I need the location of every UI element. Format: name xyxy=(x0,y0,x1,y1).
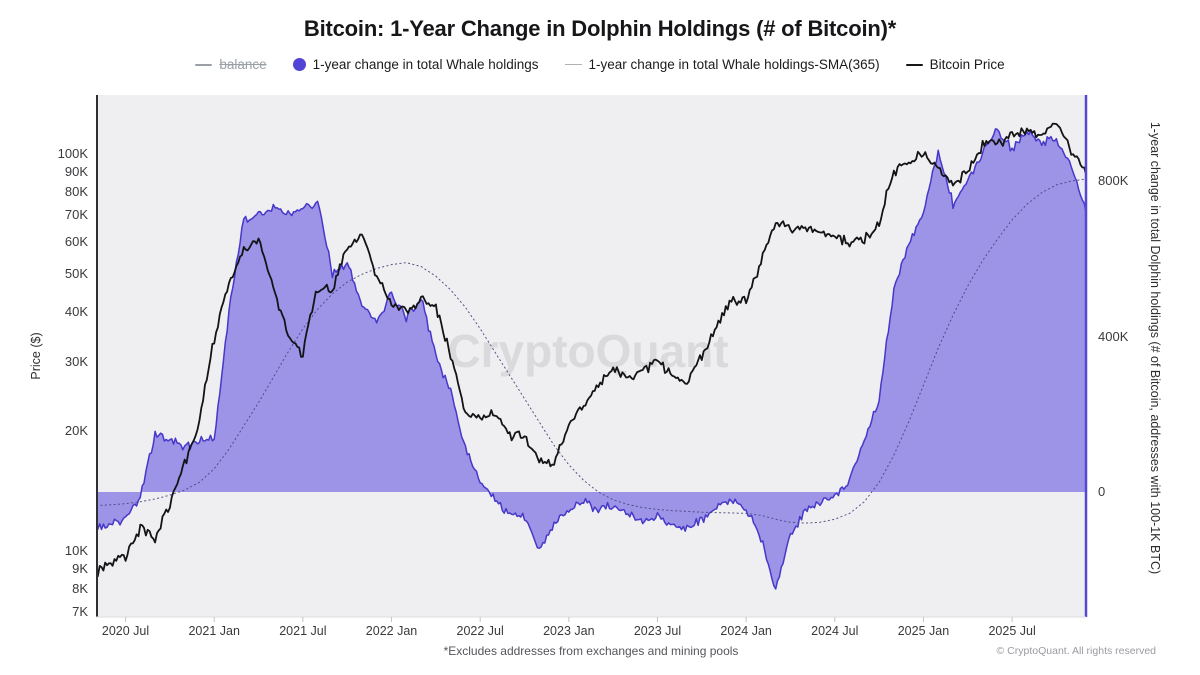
left-axis-tick: 10K xyxy=(64,543,88,558)
right-axis-tick: 800K xyxy=(1098,173,1129,188)
left-axis-tick: 9K xyxy=(72,561,88,577)
legend-label: Bitcoin Price xyxy=(929,57,1005,72)
legend-item-balance[interactable]: balance xyxy=(195,57,267,72)
legend-item-bitcoin-price[interactable]: Bitcoin Price xyxy=(905,57,1005,72)
watermark: CryptoQuant xyxy=(447,325,728,377)
legend: balance 1-year change in total Whale hold… xyxy=(0,57,1200,72)
left-axis-tick: 60K xyxy=(64,234,88,250)
right-axis-title: 1-year change in total Dolphin holdings … xyxy=(1147,121,1162,575)
left-axis-tick: 100K xyxy=(57,146,88,161)
x-axis-tick: 2025 Jul xyxy=(988,624,1036,638)
copyright: © CryptoQuant. All rights reserved xyxy=(996,645,1156,657)
x-axis-tick: 2021 Jan xyxy=(188,624,240,638)
bitcoin-price-line xyxy=(96,122,1086,578)
x-axis-tick: 2024 Jul xyxy=(811,624,859,638)
x-axis-tick: 2023 Jul xyxy=(633,624,682,638)
left-axis-tick: 50K xyxy=(64,265,88,281)
chart-title: Bitcoin: 1-Year Change in Dolphin Holdin… xyxy=(303,16,897,41)
x-axis-tick: 2024 Jan xyxy=(720,624,772,638)
legend-dot-icon xyxy=(292,58,306,71)
legend-line-icon xyxy=(905,63,923,66)
left-axis-tick: 30K xyxy=(64,353,88,369)
legend-label: balance xyxy=(219,57,267,72)
left-axis-tick: 80K xyxy=(64,184,88,200)
legend-line-icon xyxy=(564,64,582,65)
left-axis-tick: 20K xyxy=(64,423,88,439)
legend-label: 1-year change in total Whale holdings-SM… xyxy=(588,57,880,72)
footnote: *Excludes addresses from exchanges and m… xyxy=(443,644,739,658)
dolphin-change-area xyxy=(96,128,1086,589)
left-axis-tick: 8K xyxy=(72,581,88,597)
x-axis-tick: 2025 Jan xyxy=(897,624,950,638)
left-axis-tick: 7K xyxy=(72,604,88,620)
left-axis-tick: 70K xyxy=(64,207,88,223)
dolphin-change-line xyxy=(96,128,1086,590)
right-axis-tick: 400K xyxy=(1098,328,1129,344)
x-axis-tick: 2022 Jul xyxy=(456,624,504,638)
legend-item-1-year-change-in-total-whale-holdings-sma-365[interactable]: 1-year change in total Whale holdings-SM… xyxy=(564,57,880,72)
x-axis-tick: 2021 Jul xyxy=(279,624,327,638)
x-axis-tick: 2020 Jul xyxy=(101,624,150,638)
legend-item-1-year-change-in-total-whale-holdings[interactable]: 1-year change in total Whale holdings xyxy=(292,57,539,72)
sma-365-line xyxy=(96,178,1086,524)
x-axis-tick: 2023 Jan xyxy=(543,624,595,638)
right-axis-tick: 0 xyxy=(1098,484,1106,499)
legend-line-icon xyxy=(195,63,213,66)
legend-label: 1-year change in total Whale holdings xyxy=(312,57,539,72)
left-axis-tick: 90K xyxy=(64,164,88,180)
left-axis-tick: 40K xyxy=(64,303,88,319)
x-axis-tick: 2022 Jan xyxy=(365,624,418,638)
